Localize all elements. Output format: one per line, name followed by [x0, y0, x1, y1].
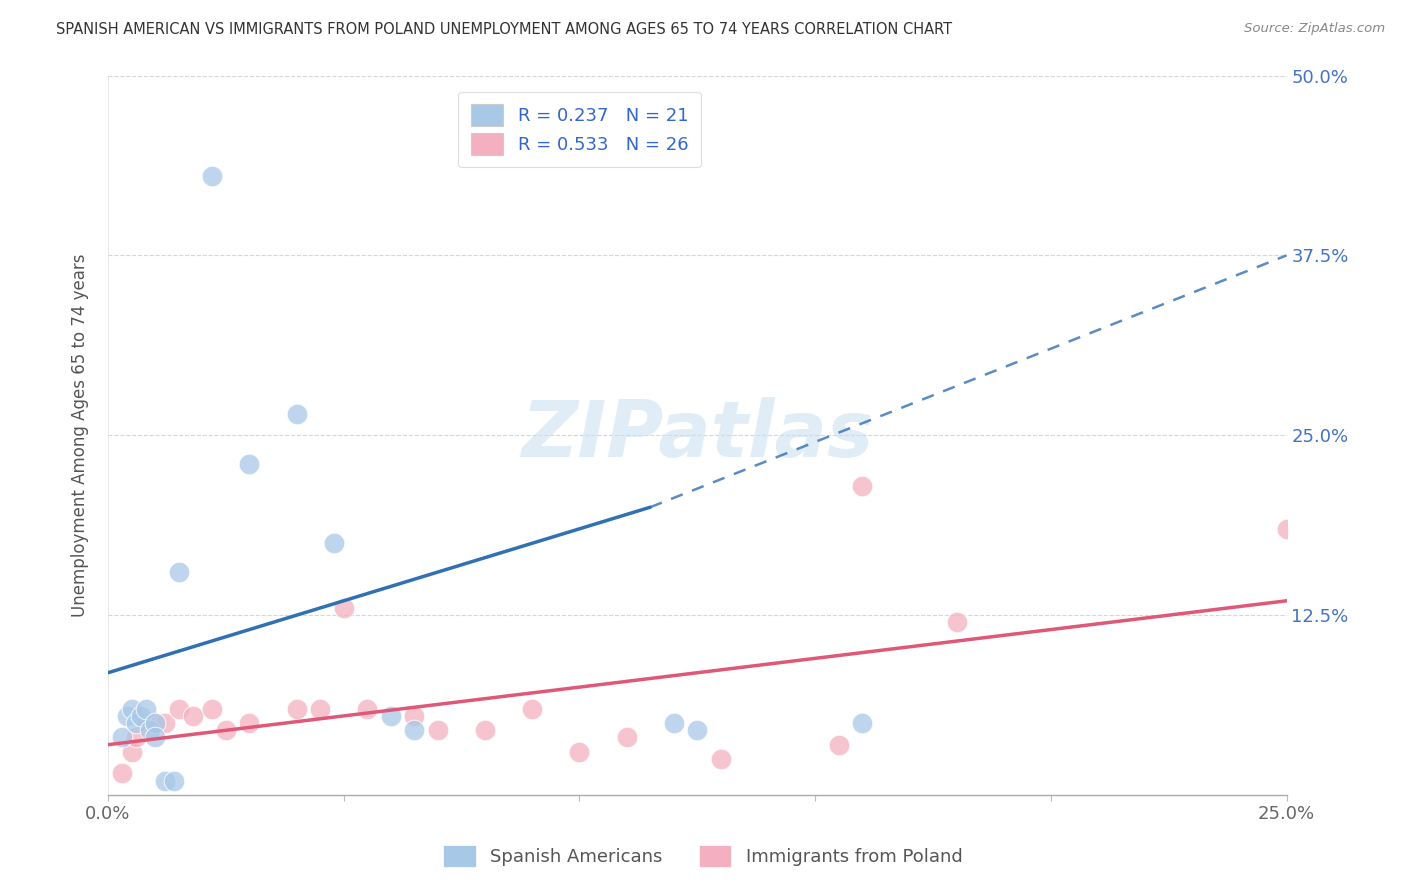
Point: [380, 709, 402, 723]
Point: [135, 716, 157, 731]
Point: [125, 731, 148, 745]
Point: [851, 716, 873, 731]
Point: [121, 702, 143, 716]
Point: [285, 702, 308, 716]
Point: [115, 709, 138, 723]
Point: [332, 601, 354, 615]
Point: [356, 702, 378, 716]
Point: [945, 615, 967, 630]
Point: [616, 731, 638, 745]
Legend: R = 0.237   N = 21, R = 0.533   N = 26: R = 0.237 N = 21, R = 0.533 N = 26: [458, 92, 700, 168]
Point: [851, 478, 873, 492]
Point: [111, 731, 134, 745]
Point: [167, 702, 190, 716]
Point: [323, 536, 346, 550]
Point: [1275, 522, 1298, 536]
Point: [111, 766, 134, 780]
Y-axis label: Unemployment Among Ages 65 to 74 years: Unemployment Among Ages 65 to 74 years: [72, 253, 89, 617]
Point: [238, 457, 260, 471]
Point: [686, 723, 709, 738]
Point: [153, 716, 176, 731]
Point: [662, 716, 685, 731]
Point: [163, 773, 186, 788]
Text: ZIPatlas: ZIPatlas: [522, 397, 873, 474]
Point: [153, 773, 176, 788]
Point: [201, 702, 224, 716]
Point: [129, 709, 152, 723]
Legend: Spanish Americans, Immigrants from Poland: Spanish Americans, Immigrants from Polan…: [434, 836, 972, 876]
Point: [215, 723, 238, 738]
Point: [522, 702, 544, 716]
Point: [474, 723, 496, 738]
Point: [181, 709, 204, 723]
Point: [404, 709, 426, 723]
Point: [135, 702, 157, 716]
Point: [828, 738, 851, 752]
Point: [143, 716, 166, 731]
Point: [143, 716, 166, 731]
Point: [710, 752, 733, 766]
Point: [568, 745, 591, 759]
Point: [404, 723, 426, 738]
Point: [238, 716, 260, 731]
Point: [201, 169, 224, 184]
Point: [139, 723, 162, 738]
Point: [125, 716, 148, 731]
Point: [167, 565, 190, 579]
Point: [309, 702, 332, 716]
Point: [285, 407, 308, 421]
Point: [427, 723, 450, 738]
Point: [143, 731, 166, 745]
Text: Source: ZipAtlas.com: Source: ZipAtlas.com: [1244, 22, 1385, 36]
Point: [121, 745, 143, 759]
Text: SPANISH AMERICAN VS IMMIGRANTS FROM POLAND UNEMPLOYMENT AMONG AGES 65 TO 74 YEAR: SPANISH AMERICAN VS IMMIGRANTS FROM POLA…: [56, 22, 952, 37]
